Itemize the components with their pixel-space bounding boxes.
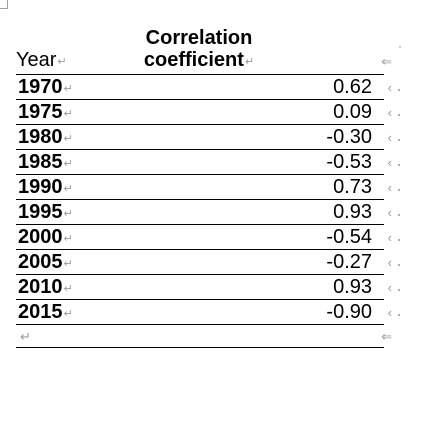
return-arrow-icon: ↵ [64,133,73,145]
correlation-header-line2: coefficient [144,49,244,71]
row-end-dot-icon [398,89,400,91]
page-corner-mark [0,0,8,9]
year-cell: 2005↵ [18,252,73,275]
year-value: 2010 [18,276,63,298]
correlation-value: -0.90 [326,301,372,323]
return-arrow-icon: ↵ [64,158,73,170]
year-value: 2000 [18,226,63,248]
return-arrow-icon: ↵ [245,56,254,68]
cell-end-marker-icon: ‹ [388,230,392,245]
cell-end-marker-icon: ‹ [388,205,392,220]
year-value: 2005 [18,251,63,273]
row-end-dot-icon [398,189,400,191]
correlation-header-line1: Correlation [129,27,269,49]
return-arrow-icon: ↵ [64,258,73,270]
cell-end-marker-icon: ‹ [388,105,392,120]
cell-end-marker-icon: ‹ [388,180,392,195]
year-cell: 2015↵ [18,302,73,325]
table-row: 2010↵ 0.93 ‹ [16,275,384,300]
cell-end-marker-icon: ‹ [388,280,392,295]
correlation-cell: 0.09 [333,102,372,123]
correlation-cell: -0.53 [326,152,372,173]
table-row: 1970↵ 0.62 ‹ [16,75,384,100]
correlation-cell: 0.93 [333,202,372,223]
year-value: 1990 [18,176,63,198]
year-header-text: Year [16,49,56,71]
row-end-dot-icon [398,214,400,216]
table-row: 2000↵ -0.54 ‹ [16,225,384,250]
year-cell: 1985↵ [18,152,73,175]
year-cell: 1980↵ [18,127,73,150]
return-arrow-icon: ↵ [57,56,66,68]
correlation-value: 0.09 [333,101,372,123]
correlation-value: 0.62 [333,76,372,98]
row-end-dot-icon [398,139,400,141]
correlation-value: 0.93 [333,276,372,298]
row-end-dot-icon [398,239,400,241]
table-header-row: Year↵ Correlation coefficient↵ ⇐ [16,26,384,75]
correlation-cell: 0.62 [333,77,372,98]
year-value: 1970 [18,76,63,98]
row-end-dot-icon [398,264,400,266]
correlation-cell: -0.27 [326,252,372,273]
return-arrow-icon: ↵ [20,329,31,345]
return-arrow-icon: ↵ [64,83,73,95]
correlation-value: -0.30 [326,126,372,148]
cell-end-marker-icon: ‹ [388,80,392,95]
correlation-value: -0.53 [326,151,372,173]
correlation-cell: 0.73 [333,177,372,198]
return-arrow-icon: ↵ [64,233,73,245]
row-end-dot-icon [398,164,400,166]
year-value: 1995 [18,201,63,223]
table-row: 2015↵ -0.90 ‹ [16,300,384,325]
cell-end-marker-icon: ‹ [388,255,392,270]
correlation-cell: -0.90 [326,302,372,323]
cell-end-marker-icon: ⇐ [381,329,392,345]
correlation-value: -0.27 [326,251,372,273]
cell-end-marker-icon: ‹ [388,155,392,170]
year-cell: 1990↵ [18,177,73,200]
year-cell: 1975↵ [18,102,73,125]
cell-end-marker-icon: ‹ [388,305,392,320]
correlation-table: Year↵ Correlation coefficient↵ ⇐ 1970↵ 0.… [16,26,384,348]
year-cell: 2010↵ [18,277,73,300]
correlation-column-header: Correlation coefficient↵ [129,27,269,73]
cell-end-marker-icon: ⇐ [381,54,392,70]
row-end-dot-icon [398,314,400,316]
return-arrow-icon: ↵ [64,183,73,195]
year-value: 1985 [18,151,63,173]
year-cell: 2000↵ [18,227,73,250]
year-cell: 1995↵ [18,202,73,225]
row-end-dot-icon [398,289,400,291]
year-column-header: Year↵ [16,49,67,73]
year-value: 2015 [18,301,63,323]
table-row: 1990↵ 0.73 ‹ [16,175,384,200]
table-row: 1980↵ -0.30 ‹ [16,125,384,150]
table-row: 1985↵ -0.53 ‹ [16,150,384,175]
table-footer-row: ↵ ⇐ [16,325,384,348]
table-row: 2005↵ -0.27 ‹ [16,250,384,275]
table-row: 1995↵ 0.93 ‹ [16,200,384,225]
return-arrow-icon: ↵ [64,283,73,295]
return-arrow-icon: ↵ [64,208,73,220]
return-arrow-icon: ↵ [64,308,73,320]
correlation-value: 0.73 [333,176,372,198]
year-value: 1980 [18,126,63,148]
cell-end-marker-icon: ‹ [388,130,392,145]
return-arrow-icon: ↵ [64,108,73,120]
table-row: 1975↵ 0.09 ‹ [16,100,384,125]
correlation-cell: -0.54 [326,227,372,248]
correlation-cell: -0.30 [326,127,372,148]
correlation-cell: 0.93 [333,277,372,298]
correlation-value: -0.54 [326,226,372,248]
correlation-value: 0.93 [333,201,372,223]
year-value: 1975 [18,101,63,123]
year-cell: 1970↵ [18,77,73,100]
format-dot [399,46,401,48]
row-end-dot-icon [398,114,400,116]
